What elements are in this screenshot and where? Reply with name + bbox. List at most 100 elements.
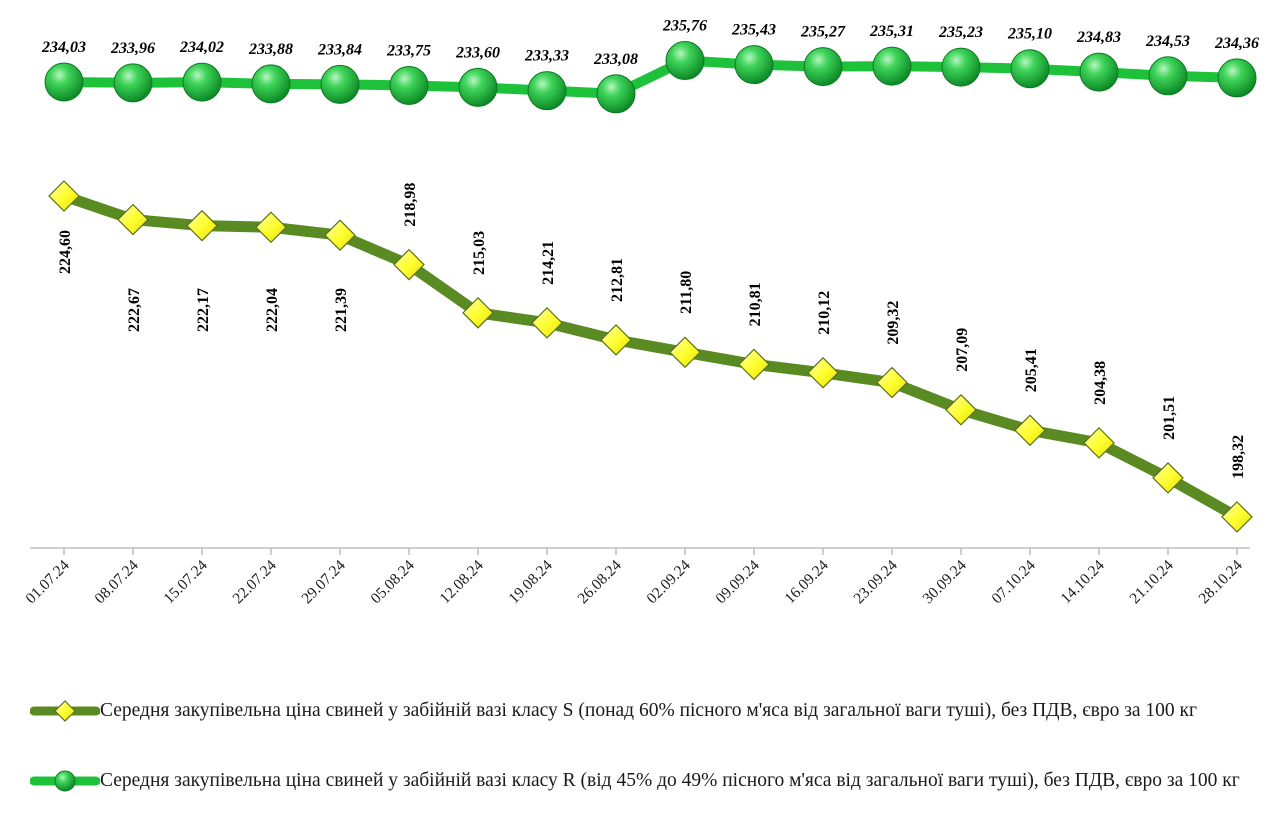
series-s-point [1221,501,1253,533]
x-tick-label: 14.10.24 [1057,557,1108,608]
series-r-data-label: 233,96 [110,40,155,57]
series-s-point [393,248,425,281]
series-r-point [1079,52,1119,92]
series-r-point [527,71,567,111]
series-s-point [48,180,80,212]
x-tick-label: 07.10.24 [988,557,1039,608]
series-r-data-label: 233,84 [317,41,362,58]
series-s-data-label: 221,39 [333,288,350,332]
series-s-data-label: 204,38 [1092,361,1109,405]
series-class-s: 224,60 222,67 222,17 222,04 221,39 218,98 215,… [48,180,1253,533]
series-r-point [113,63,153,103]
x-axis-labels: 01.07.24 08.07.24 15.07.24 22.07.24 29.07.24… [22,557,1246,608]
series-s-point [1014,414,1046,447]
series-s-point [531,307,563,339]
series-s-data-label: 218,98 [402,183,419,227]
series-r-line [59,55,1242,99]
series-r-point [320,64,360,104]
series-s-point [1152,462,1184,494]
x-tick-label: 16.09.24 [781,557,832,608]
legend-label-class-s: Середня закупівельна ціна свиней у забій… [100,700,1198,721]
series-r-data-label: 234,53 [1145,33,1190,50]
series-s-data-label: 212,81 [609,258,626,302]
x-tick-label: 12.08.24 [436,557,487,608]
series-r-data-label: 235,23 [938,24,983,41]
series-r-point [596,74,636,114]
series-s-point [876,366,908,399]
series-r-point [941,47,981,87]
series-r-data-label: 234,83 [1076,29,1121,46]
x-tick-label: 30.09.24 [919,557,970,608]
series-s-data-label: 214,21 [540,241,557,285]
series-s-line [58,190,1243,523]
series-s-data-label: 198,32 [1230,435,1247,479]
series-r-data-label: 234,03 [41,39,86,56]
series-s-point [324,219,356,252]
series-r-data-label: 233,88 [248,41,293,58]
x-tick-label: 08.07.24 [91,557,142,608]
series-s-point [1083,427,1115,459]
series-r-point [251,64,291,104]
series-s-data-label: 211,80 [678,271,695,314]
series-r-data-label: 233,33 [524,48,569,65]
series-r-point [44,62,84,102]
series-r-data-label: 233,75 [386,42,431,59]
series-r-point [389,65,429,105]
circle-marker-icon [30,770,100,792]
x-tick-label: 26.08.24 [574,557,625,608]
series-s-data-label: 209,32 [885,301,902,345]
series-s-point [462,297,494,329]
x-tick-label: 15.07.24 [160,557,211,608]
series-s-point [669,336,701,369]
series-r-data-label: 235,31 [869,23,914,40]
x-tick-label: 02.09.24 [643,557,694,608]
series-r-point [665,41,705,81]
x-tick-label: 05.08.24 [367,557,418,608]
series-r-data-label: 235,10 [1007,26,1052,43]
series-s-point [600,324,632,356]
series-s-data-label: 222,17 [195,288,212,332]
series-r-data-label: 234,36 [1214,35,1259,52]
series-r-point [872,46,912,86]
series-s-point [186,209,218,242]
series-r-point [1217,58,1257,98]
x-tick-label: 01.07.24 [22,557,73,608]
series-r-data-label: 233,08 [593,51,638,68]
series-r-point [182,62,222,102]
series-class-r: 234,03 233,96 234,02 233,88 233,84 233,75 233,… [41,18,1259,114]
series-s-data-label: 205,41 [1023,348,1040,392]
series-s-data-label: 222,04 [264,288,281,332]
series-s-point [117,203,149,236]
x-tick-label: 19.08.24 [505,557,556,608]
line-chart: 01.07.24 08.07.24 15.07.24 22.07.24 29.07.24… [22,18,1259,608]
series-s-data-label: 215,03 [471,231,488,275]
series-s-data-label: 210,81 [747,282,764,326]
series-r-data-label: 233,60 [455,44,500,61]
x-tick-label: 23.09.24 [850,557,901,608]
series-s-data-label: 222,67 [126,288,143,332]
diamond-marker-icon [30,700,100,722]
series-s-point [807,356,839,389]
series-s-data-label: 207,09 [954,328,971,372]
series-r-data-label: 234,02 [179,39,224,56]
x-axis-ticks [63,548,1238,555]
series-r-point [803,47,843,87]
x-tick-label: 22.07.24 [229,557,280,608]
series-s-point [945,393,977,426]
x-tick-label: 28.10.24 [1195,557,1246,608]
x-tick-label: 09.09.24 [712,557,763,608]
series-r-point [458,67,498,107]
series-s-data-label: 201,51 [1161,396,1178,440]
series-s-point [255,211,287,244]
x-tick-label: 29.07.24 [298,557,349,608]
x-tick-label: 21.10.24 [1126,557,1177,608]
legend-label-class-r: Середня закупівельна ціна свиней у забій… [100,770,1240,791]
series-s-data-label: 210,12 [816,291,833,335]
series-r-data-label: 235,76 [662,18,707,35]
series-r-data-label: 235,27 [800,24,846,41]
series-r-data-label: 235,43 [731,22,776,39]
series-r-point [734,45,774,85]
series-r-point [1148,56,1188,96]
series-s-point [738,348,770,381]
series-s-data-label: 224,60 [57,230,74,274]
